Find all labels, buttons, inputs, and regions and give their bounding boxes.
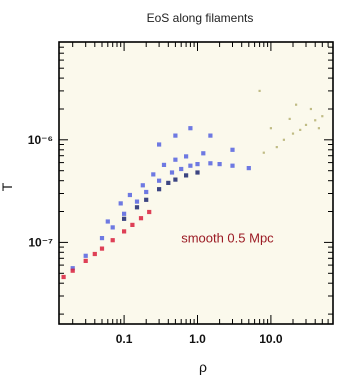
x-axis-label: ρ [199, 359, 207, 375]
data-point [147, 209, 152, 215]
data-point [157, 142, 162, 147]
data-point [99, 236, 105, 241]
data-point [179, 166, 184, 172]
y-axis-label: T [0, 182, 15, 191]
data-point [317, 127, 320, 130]
data-point [118, 201, 123, 206]
data-point [166, 180, 171, 185]
data-point [282, 138, 285, 141]
data-point [188, 126, 193, 131]
data-point [295, 103, 298, 106]
data-point [140, 183, 145, 188]
data-point [208, 161, 213, 166]
data-point [83, 258, 88, 263]
data-point [110, 225, 115, 230]
data-point [61, 274, 66, 280]
x-tick-label: 0.1 [116, 332, 133, 346]
data-point [138, 216, 144, 221]
data-point [269, 127, 272, 130]
data-point [184, 173, 189, 178]
data-point [151, 172, 156, 177]
data-point [70, 266, 75, 271]
chart-title: EoS along filaments [147, 11, 254, 25]
data-point [144, 189, 149, 195]
data-point [173, 157, 178, 162]
data-point [314, 119, 317, 122]
data-point [173, 133, 178, 138]
annotation-label: smooth 0.5 Mpc [181, 230, 274, 245]
data-point [262, 151, 265, 154]
data-point [230, 147, 235, 152]
data-point [127, 192, 132, 198]
data-point [195, 162, 200, 167]
data-point [105, 219, 110, 224]
data-point [230, 163, 235, 168]
data-point [195, 170, 200, 175]
y-tick-label: 10⁻⁷ [28, 235, 53, 249]
data-point [83, 253, 88, 258]
data-point [288, 117, 291, 120]
data-point [184, 154, 189, 159]
data-point [157, 187, 162, 192]
data-point [134, 205, 140, 210]
data-point [99, 246, 105, 251]
data-marks [61, 89, 324, 280]
data-point [258, 89, 261, 92]
axis-ticks [59, 41, 334, 324]
data-point [217, 162, 222, 167]
data-point [173, 177, 178, 182]
plot-frame [58, 41, 334, 325]
data-point [321, 115, 324, 118]
data-point [309, 107, 312, 111]
data-point [161, 162, 167, 167]
data-point [208, 133, 213, 138]
data-point [291, 132, 295, 135]
tick-labels: 0.1 1.0 10.0 10⁻⁷ 10⁻⁶ [28, 133, 283, 346]
data-point [304, 123, 308, 126]
data-point [122, 229, 127, 234]
data-point [246, 166, 251, 171]
data-point [110, 238, 115, 243]
data-point [275, 146, 278, 149]
data-point [188, 163, 193, 168]
data-point [122, 211, 127, 216]
data-point [169, 170, 175, 175]
data-point [201, 151, 206, 156]
data-point [92, 251, 97, 257]
x-tick-label: 1.0 [189, 332, 206, 346]
data-point [299, 128, 302, 131]
data-point [134, 199, 140, 204]
data-point [144, 197, 149, 202]
y-tick-label: 10⁻⁶ [28, 133, 53, 147]
data-point [157, 178, 162, 183]
plot-background [59, 42, 333, 324]
data-point [70, 268, 75, 273]
data-point [122, 216, 127, 221]
x-tick-label: 10.0 [259, 332, 283, 346]
data-point [130, 222, 135, 227]
